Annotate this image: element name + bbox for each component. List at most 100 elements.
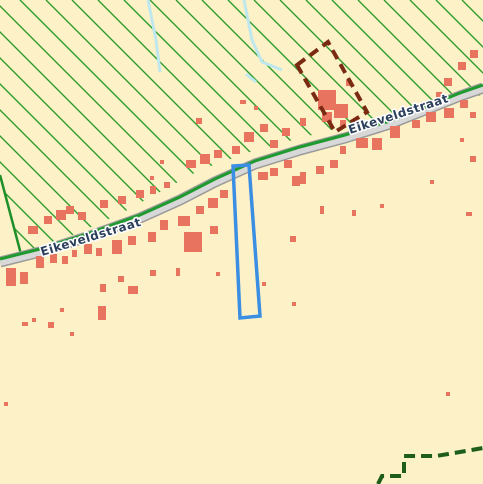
building xyxy=(66,206,74,214)
building xyxy=(426,112,436,122)
building xyxy=(300,172,306,184)
building xyxy=(260,124,268,132)
building xyxy=(470,112,476,118)
water-streams xyxy=(146,0,283,84)
building xyxy=(150,176,154,180)
building xyxy=(100,284,106,292)
building xyxy=(430,180,434,184)
building xyxy=(356,138,368,148)
building xyxy=(118,196,126,204)
building xyxy=(460,138,464,142)
hatched-zone-border xyxy=(0,174,24,259)
hatch-line xyxy=(409,0,483,258)
building xyxy=(50,254,57,263)
building xyxy=(316,166,324,174)
dashed-brown-zone[interactable] xyxy=(294,39,370,135)
building xyxy=(200,154,210,164)
building xyxy=(244,132,254,142)
building xyxy=(292,176,300,186)
building xyxy=(196,206,204,214)
building xyxy=(36,256,44,268)
building xyxy=(4,402,8,406)
building xyxy=(6,268,16,286)
hatch-line xyxy=(305,0,483,258)
building xyxy=(160,220,168,230)
building xyxy=(258,172,268,180)
building xyxy=(232,146,240,154)
building xyxy=(284,160,292,168)
building xyxy=(320,206,324,214)
building xyxy=(128,236,136,245)
building xyxy=(150,186,156,194)
building xyxy=(216,272,220,276)
highlighted-parcel[interactable] xyxy=(231,163,262,320)
building xyxy=(136,190,144,198)
building xyxy=(330,160,338,168)
dashed-green-boundary[interactable] xyxy=(376,446,483,484)
building xyxy=(84,244,92,254)
building xyxy=(72,250,77,257)
building xyxy=(56,210,66,220)
hatch-line xyxy=(279,0,483,258)
building xyxy=(96,248,102,256)
building xyxy=(28,226,38,234)
building xyxy=(164,182,170,188)
building xyxy=(208,198,218,208)
building xyxy=(98,306,106,320)
building xyxy=(270,168,278,176)
building xyxy=(148,232,156,242)
building xyxy=(290,236,296,242)
building xyxy=(334,104,348,118)
building xyxy=(460,100,468,108)
building xyxy=(444,78,452,86)
hatch-line xyxy=(0,0,311,258)
hatch-line xyxy=(0,0,337,258)
building xyxy=(390,126,400,138)
building xyxy=(214,150,222,158)
building xyxy=(32,318,36,322)
building xyxy=(22,322,28,326)
hatch-line xyxy=(357,0,483,258)
building xyxy=(100,200,108,208)
building xyxy=(70,332,74,336)
building xyxy=(470,50,478,58)
hatch-line xyxy=(383,0,483,258)
hatch-line xyxy=(0,0,233,258)
building xyxy=(380,204,384,208)
building xyxy=(352,210,356,216)
building xyxy=(62,256,68,264)
building xyxy=(340,146,346,154)
building xyxy=(118,276,124,282)
building xyxy=(150,270,156,276)
building xyxy=(458,62,466,70)
building xyxy=(262,282,266,286)
building xyxy=(372,138,382,150)
hatch-line xyxy=(331,0,483,258)
building xyxy=(48,322,54,328)
building xyxy=(44,216,52,224)
building xyxy=(184,232,202,252)
building xyxy=(112,240,122,254)
hatch-line xyxy=(0,0,259,258)
buildings xyxy=(4,50,478,406)
building xyxy=(176,268,180,276)
building xyxy=(60,308,64,312)
building xyxy=(470,156,476,162)
building xyxy=(436,92,442,98)
building xyxy=(446,392,450,396)
building xyxy=(160,160,164,164)
building xyxy=(20,272,28,284)
building xyxy=(444,108,454,118)
road-eikeveldstraat[interactable] xyxy=(0,82,483,268)
building xyxy=(78,212,86,220)
building xyxy=(178,216,190,226)
building xyxy=(322,112,332,122)
building xyxy=(292,302,296,306)
building xyxy=(220,190,228,198)
building xyxy=(240,100,246,104)
building xyxy=(412,120,420,128)
building xyxy=(318,90,336,110)
building xyxy=(254,106,258,110)
